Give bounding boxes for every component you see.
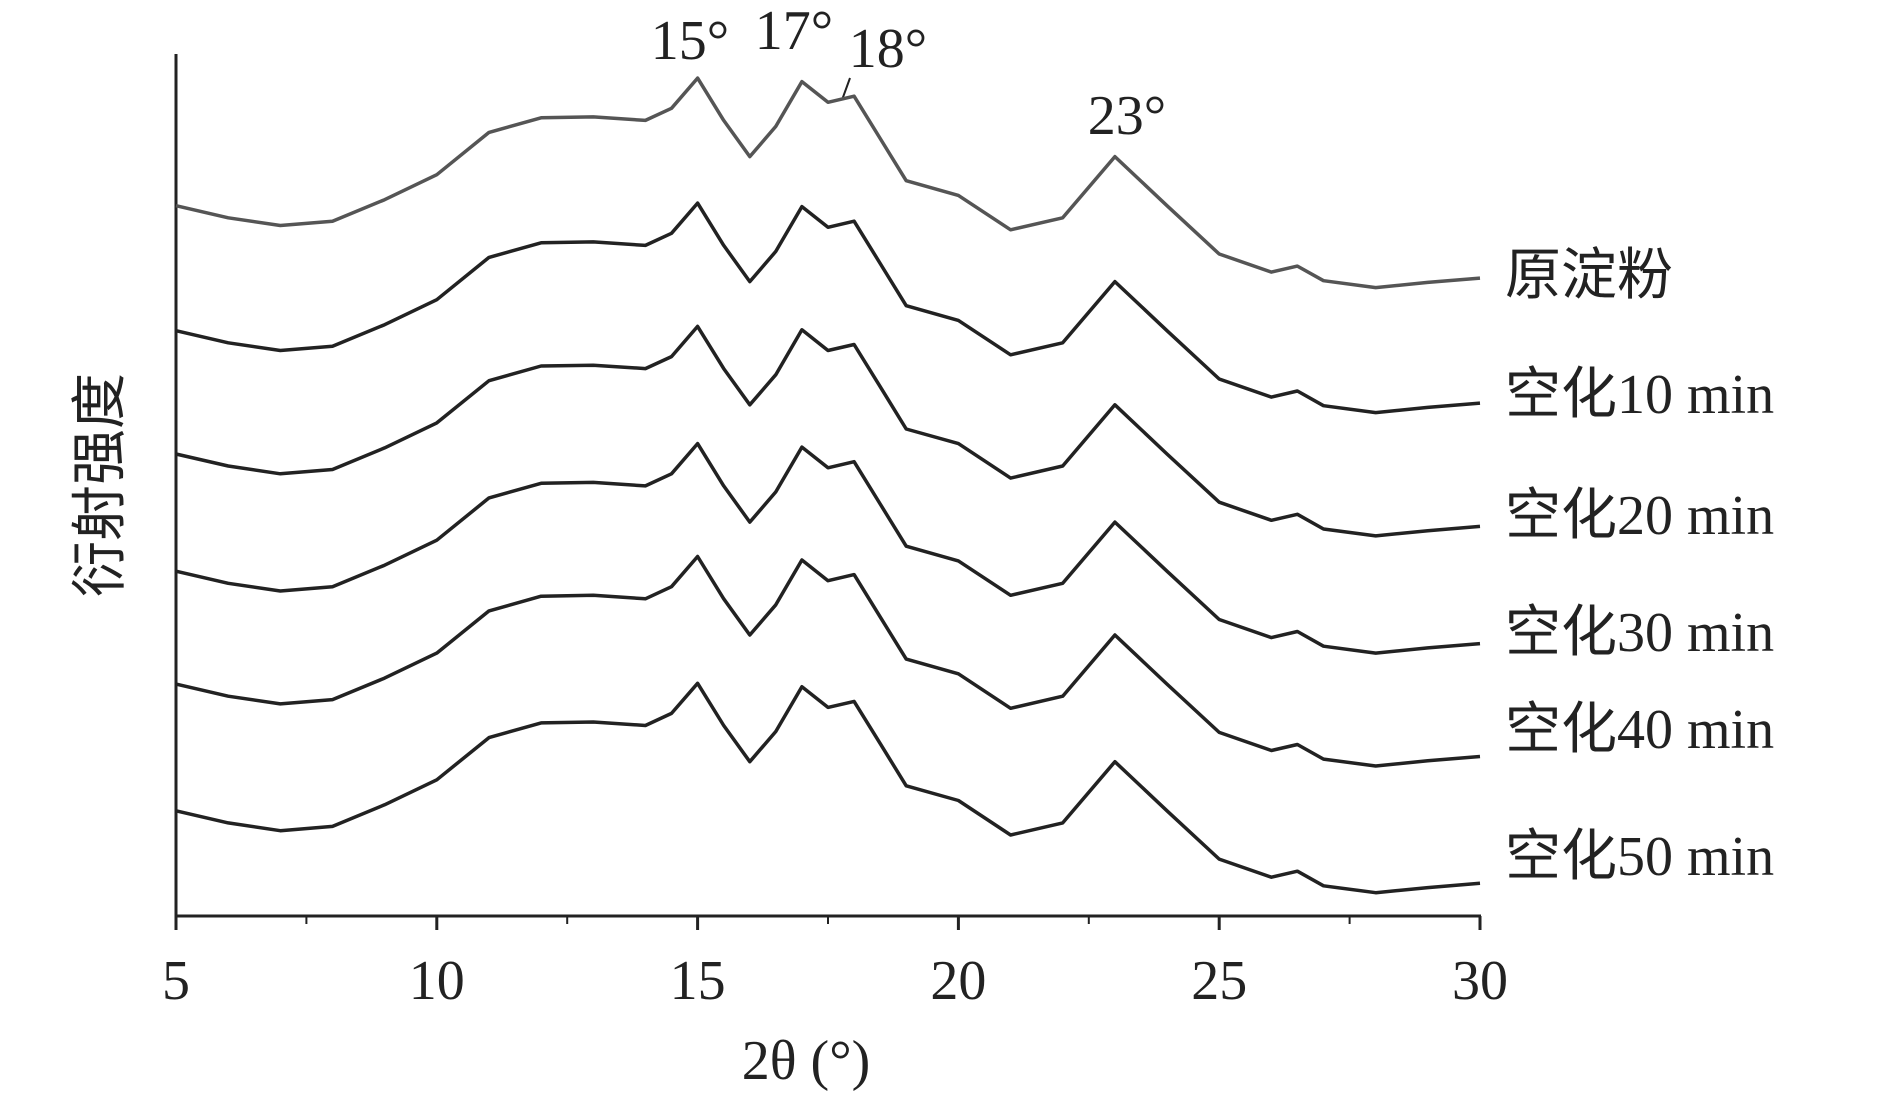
series-line bbox=[175, 681, 1481, 895]
y-axis-label: 衍射强度 bbox=[70, 373, 132, 597]
legend-label: 空化40 min bbox=[1505, 699, 1774, 761]
peak-annotation: 18° bbox=[849, 18, 927, 80]
series-line bbox=[175, 201, 1481, 415]
series-line bbox=[175, 324, 1481, 538]
peak-annotation: 17° bbox=[755, 0, 833, 62]
x-tick-label: 5 bbox=[162, 950, 190, 1012]
legend-label: 空化50 min bbox=[1505, 826, 1774, 888]
legend-label: 原淀粉 bbox=[1505, 245, 1673, 307]
x-tick-label: 30 bbox=[1452, 950, 1508, 1012]
series-line bbox=[175, 554, 1481, 768]
peak-annotation: 15° bbox=[651, 10, 729, 72]
series-line bbox=[175, 76, 1481, 290]
x-axis-label: 2θ (°) bbox=[742, 1030, 871, 1092]
legend-label: 空化30 min bbox=[1505, 602, 1774, 664]
x-tick-label: 25 bbox=[1191, 950, 1247, 1012]
legend-label: 空化20 min bbox=[1505, 485, 1774, 547]
peak-annotation: 23° bbox=[1088, 85, 1166, 147]
legend-label: 空化10 min bbox=[1505, 364, 1774, 426]
annotation-leader bbox=[841, 77, 851, 101]
x-tick-label: 15 bbox=[670, 950, 726, 1012]
x-tick-label: 20 bbox=[930, 950, 986, 1012]
series-line bbox=[175, 441, 1481, 655]
x-tick-label: 10 bbox=[409, 950, 465, 1012]
